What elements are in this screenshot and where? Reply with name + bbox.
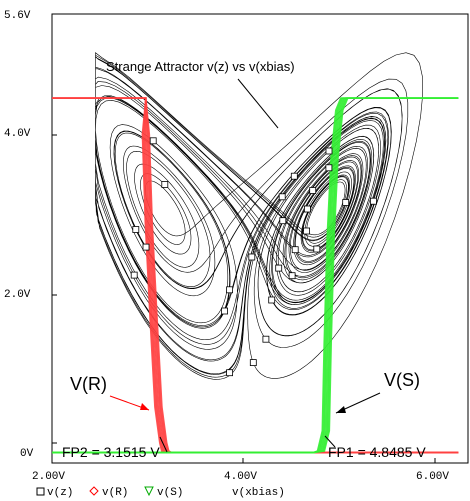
x-tick-label: 4.00V xyxy=(224,471,257,483)
vz-marker xyxy=(149,137,157,145)
vz-marker xyxy=(142,243,150,251)
x-tick-label: 2.00V xyxy=(32,471,65,483)
vz-marker xyxy=(369,197,377,205)
vz-marker xyxy=(279,217,287,225)
series-vs xyxy=(52,97,459,454)
vz-marker xyxy=(249,359,257,367)
marker-layer xyxy=(130,137,377,377)
vz-marker xyxy=(290,172,298,180)
fp1-annotation-pointer xyxy=(324,435,336,448)
vz-marker xyxy=(275,264,283,272)
legend-label: v(S) xyxy=(157,487,183,499)
vz-marker xyxy=(313,245,321,253)
vs-annotation: V(S) xyxy=(384,370,420,390)
vz-marker xyxy=(303,205,311,213)
vz-marker xyxy=(226,369,234,377)
legend-marker-triangle xyxy=(144,486,154,497)
vr-annotation: V(R) xyxy=(70,374,107,394)
y-tick-label: 2.0V xyxy=(4,289,31,301)
plot-frame xyxy=(51,13,469,464)
legend-marker-diamond xyxy=(89,486,99,496)
series-line xyxy=(52,97,459,454)
attractor-annotation-pointer xyxy=(237,78,279,129)
legend-label: v(z) xyxy=(47,487,73,499)
vz-marker xyxy=(161,180,169,188)
vz-marker xyxy=(262,335,270,343)
vz-marker xyxy=(248,253,256,261)
series-layer xyxy=(52,97,459,454)
vz-marker xyxy=(303,227,311,235)
tick-marks xyxy=(52,134,436,463)
vz-marker xyxy=(325,147,333,155)
y-tick-label: 0V xyxy=(20,448,34,460)
vz-marker xyxy=(325,164,333,172)
vz-marker xyxy=(309,187,317,194)
vr-arrowhead xyxy=(140,403,149,410)
vz-marker xyxy=(132,226,140,233)
y-tick-label: 5.6V xyxy=(4,10,31,22)
legend-marker-square xyxy=(36,487,45,496)
vz-marker xyxy=(130,271,138,279)
vz-marker xyxy=(268,296,276,304)
y-tick-label: 4.0V xyxy=(4,128,31,140)
fp2-annotation: FP2 = 3.1515 V xyxy=(62,444,160,460)
attractor-annotation: Strange Attractor v(z) vs v(xbias) xyxy=(106,59,295,74)
vz-marker xyxy=(278,193,286,201)
vz-marker xyxy=(342,199,350,206)
fp2-annotation-pointer xyxy=(159,436,168,453)
legend: v(z) v(R) v(S) v(xbias) xyxy=(36,486,285,499)
x-tick-label: 6.00V xyxy=(416,471,449,483)
fp1-annotation: FP1 = 4.8485 V xyxy=(328,444,426,460)
vz-marker xyxy=(221,307,229,315)
legend-label: v(R) xyxy=(102,487,128,499)
vz-marker xyxy=(226,286,234,294)
vz-marker xyxy=(288,272,296,280)
vz-marker xyxy=(291,246,299,254)
vs-arrowhead xyxy=(336,406,346,413)
x-axis-label: v(xbias) xyxy=(232,487,285,499)
